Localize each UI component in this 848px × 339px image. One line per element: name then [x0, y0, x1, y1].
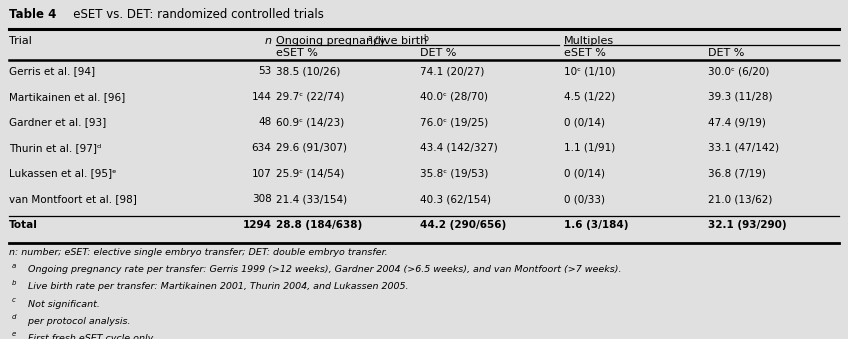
- Text: /live birth: /live birth: [374, 36, 427, 46]
- Text: 40.0ᶜ (28/70): 40.0ᶜ (28/70): [420, 92, 488, 102]
- Text: 634: 634: [252, 143, 271, 153]
- Text: 35.8ᶜ (19/53): 35.8ᶜ (19/53): [420, 168, 488, 179]
- Text: Ongoing pregnancy rate per transfer: Gerris 1999 (>12 weeks), Gardner 2004 (>6.5: Ongoing pregnancy rate per transfer: Ger…: [22, 265, 622, 274]
- Text: 40.3 (62/154): 40.3 (62/154): [420, 194, 491, 204]
- Text: e: e: [12, 331, 16, 337]
- Text: 107: 107: [252, 168, 271, 179]
- Text: Martikainen et al. [96]: Martikainen et al. [96]: [9, 92, 126, 102]
- Text: 0 (0/14): 0 (0/14): [564, 117, 605, 127]
- Text: eSET %: eSET %: [564, 48, 605, 58]
- Text: 1.1 (1/91): 1.1 (1/91): [564, 143, 615, 153]
- Text: 60.9ᶜ (14/23): 60.9ᶜ (14/23): [276, 117, 344, 127]
- Text: DET %: DET %: [420, 48, 456, 58]
- Text: First fresh eSET cycle only.: First fresh eSET cycle only.: [22, 334, 155, 339]
- Text: DET %: DET %: [707, 48, 744, 58]
- Text: 53: 53: [259, 66, 271, 76]
- Text: Lukassen et al. [95]ᵉ: Lukassen et al. [95]ᵉ: [9, 168, 117, 179]
- Text: 29.7ᶜ (22/74): 29.7ᶜ (22/74): [276, 92, 344, 102]
- Text: Multiples: Multiples: [564, 36, 614, 46]
- Text: c: c: [12, 297, 15, 303]
- Text: 48: 48: [259, 117, 271, 127]
- Text: Ongoing pregnancy: Ongoing pregnancy: [276, 36, 386, 46]
- Text: van Montfoort et al. [98]: van Montfoort et al. [98]: [9, 194, 137, 204]
- Text: eSET %: eSET %: [276, 48, 318, 58]
- Text: 74.1 (20/27): 74.1 (20/27): [420, 66, 484, 76]
- Text: 21.4 (33/154): 21.4 (33/154): [276, 194, 347, 204]
- Text: 32.1 (93/290): 32.1 (93/290): [707, 220, 786, 230]
- Text: Table 4: Table 4: [9, 8, 57, 21]
- Text: 0 (0/14): 0 (0/14): [564, 168, 605, 179]
- Text: Trial: Trial: [9, 36, 32, 46]
- Text: eSET vs. DET: randomized controlled trials: eSET vs. DET: randomized controlled tria…: [62, 8, 324, 21]
- Text: 308: 308: [252, 194, 271, 204]
- Text: d: d: [12, 314, 16, 320]
- Text: 76.0ᶜ (19/25): 76.0ᶜ (19/25): [420, 117, 488, 127]
- Text: 43.4 (142/327): 43.4 (142/327): [420, 143, 498, 153]
- Text: 38.5 (10/26): 38.5 (10/26): [276, 66, 340, 76]
- Text: Gerris et al. [94]: Gerris et al. [94]: [9, 66, 95, 76]
- Text: 36.8 (7/19): 36.8 (7/19): [707, 168, 766, 179]
- Text: 25.9ᶜ (14/54): 25.9ᶜ (14/54): [276, 168, 344, 179]
- Text: 21.0 (13/62): 21.0 (13/62): [707, 194, 772, 204]
- Text: 39.3 (11/28): 39.3 (11/28): [707, 92, 773, 102]
- Text: 47.4 (9/19): 47.4 (9/19): [707, 117, 766, 127]
- Text: Live birth rate per transfer: Martikainen 2001, Thurin 2004, and Lukassen 2005.: Live birth rate per transfer: Martikaine…: [22, 282, 409, 292]
- Text: 29.6 (91/307): 29.6 (91/307): [276, 143, 347, 153]
- Text: 144: 144: [252, 92, 271, 102]
- Text: 33.1 (47/142): 33.1 (47/142): [707, 143, 778, 153]
- Text: 1294: 1294: [243, 220, 271, 230]
- Text: Thurin et al. [97]ᵈ: Thurin et al. [97]ᵈ: [9, 143, 102, 153]
- Text: n: number; eSET: elective single embryo transfer; DET: double embryo transfer.: n: number; eSET: elective single embryo …: [9, 248, 388, 257]
- Text: a: a: [12, 263, 16, 269]
- Text: 28.8 (184/638): 28.8 (184/638): [276, 220, 362, 230]
- Text: 0 (0/33): 0 (0/33): [564, 194, 605, 204]
- Text: b: b: [12, 280, 16, 286]
- Text: Total: Total: [9, 220, 38, 230]
- Text: Not significant.: Not significant.: [22, 300, 100, 308]
- Text: n: n: [265, 36, 271, 46]
- Text: 4.5 (1/22): 4.5 (1/22): [564, 92, 615, 102]
- Text: a: a: [367, 34, 372, 43]
- Text: 10ᶜ (1/10): 10ᶜ (1/10): [564, 66, 615, 76]
- Text: 30.0ᶜ (6/20): 30.0ᶜ (6/20): [707, 66, 769, 76]
- Text: Gardner et al. [93]: Gardner et al. [93]: [9, 117, 106, 127]
- Text: 1.6 (3/184): 1.6 (3/184): [564, 220, 628, 230]
- Text: 44.2 (290/656): 44.2 (290/656): [420, 220, 506, 230]
- Text: b: b: [423, 34, 428, 43]
- Text: per protocol analysis.: per protocol analysis.: [22, 317, 131, 325]
